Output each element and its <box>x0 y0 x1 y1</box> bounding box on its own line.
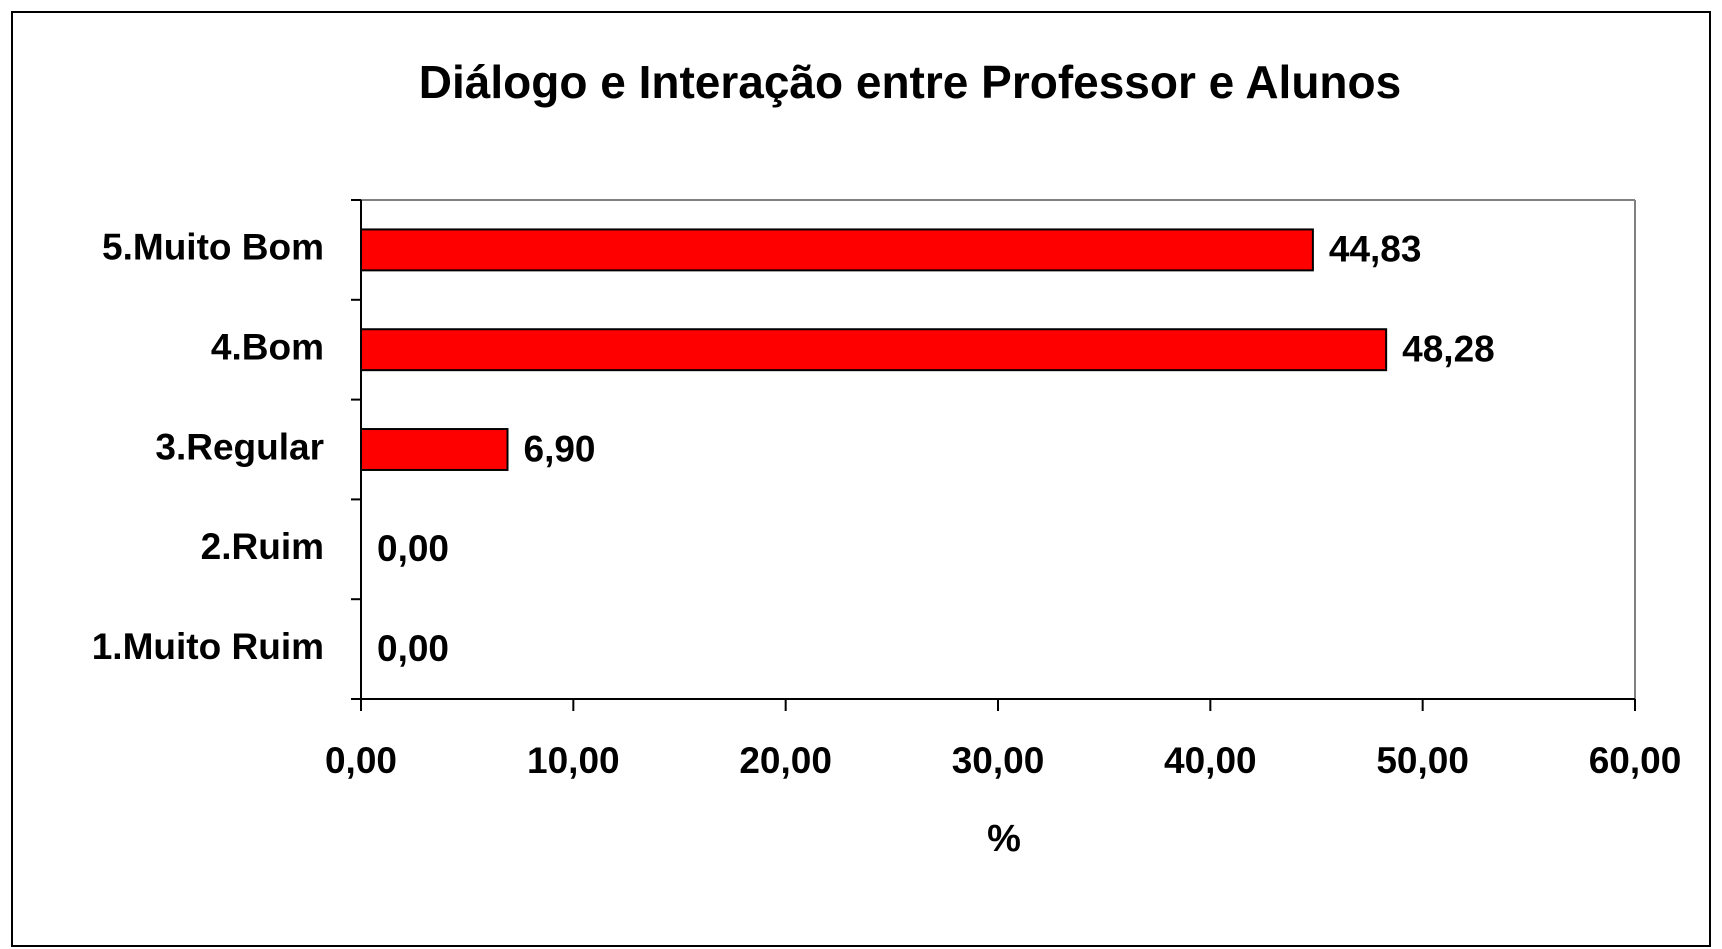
bar <box>360 228 1314 272</box>
x-tick-label: 20,00 <box>739 740 832 781</box>
x-axis-label: % <box>987 818 1021 860</box>
x-tick-label: 10,00 <box>527 740 620 781</box>
y-tick-label: 2.Ruim <box>201 526 324 567</box>
chart-border <box>11 11 1711 947</box>
y-tick-label: 3.Regular <box>155 426 324 467</box>
x-tick-label: 0,00 <box>325 740 397 781</box>
x-tick-label: 50,00 <box>1376 740 1469 781</box>
y-tick-label: 4.Bom <box>211 326 324 367</box>
value-label: 0,00 <box>377 628 449 669</box>
value-label: 0,00 <box>377 528 449 569</box>
x-tick-label: 40,00 <box>1164 740 1257 781</box>
x-tick-label: 60,00 <box>1589 740 1682 781</box>
value-label: 6,90 <box>524 428 596 469</box>
chart-title: Diálogo e Interação entre Professor e Al… <box>419 56 1401 108</box>
y-tick-label: 5.Muito Bom <box>102 227 324 268</box>
bar <box>360 328 1388 372</box>
bar <box>360 428 509 471</box>
y-tick-label: 1.Muito Ruim <box>92 626 324 667</box>
value-label: 44,83 <box>1329 229 1422 270</box>
x-tick-label: 30,00 <box>952 740 1045 781</box>
value-label: 48,28 <box>1402 328 1495 369</box>
